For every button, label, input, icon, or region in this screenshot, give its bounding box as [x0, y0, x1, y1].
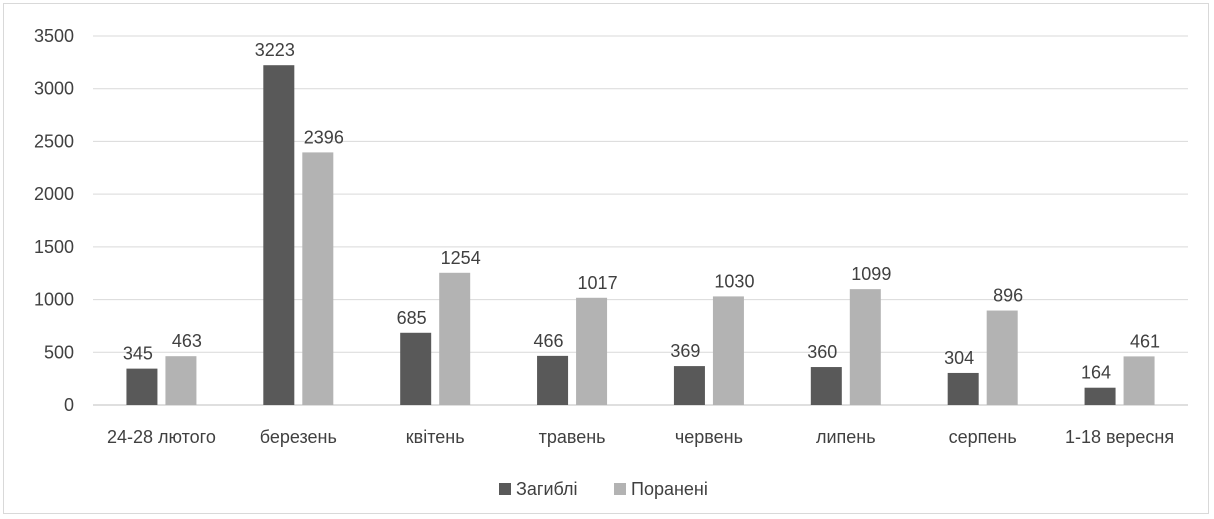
chart-frame: [3, 3, 1209, 514]
legend-label-zahybli: Загиблі: [516, 479, 578, 499]
data-labels: 345 463 3223 2396 685 1254 466 1017 369 1030 360 10…: [123, 40, 1160, 383]
x-tick-label: травень: [539, 427, 606, 447]
data-label: 1017: [578, 273, 618, 293]
x-tick-label: серпень: [949, 427, 1017, 447]
data-label: 1030: [714, 271, 754, 291]
x-tick-label: квітень: [406, 427, 465, 447]
x-tick-label: липень: [816, 427, 876, 447]
data-label: 345: [123, 344, 153, 364]
bar-zahybli: [947, 372, 979, 405]
x-tick-label: 1-18 вересня: [1065, 427, 1174, 447]
data-label: 360: [807, 342, 837, 362]
bar-poraneni: [712, 296, 744, 405]
y-tick-label: 1000: [34, 290, 74, 310]
data-label: 304: [944, 348, 974, 368]
y-tick-label: 1500: [34, 237, 74, 257]
bar-poraneni: [439, 272, 471, 405]
x-tick-label: 24-28 лютого: [107, 427, 216, 447]
bars: [126, 65, 1155, 406]
y-tick-label: 0: [64, 395, 74, 415]
bar-zahybli: [263, 65, 295, 406]
bar-poraneni: [576, 297, 608, 405]
x-tick-label: березень: [260, 427, 337, 447]
bar-zahybli: [810, 367, 842, 405]
legend: Загиблі Поранені: [499, 479, 708, 499]
y-tick-label: 500: [44, 342, 74, 362]
data-label: 461: [1130, 331, 1160, 351]
y-axis-tick-labels: 0 500 1000 1500 2000 2500 3000 3500: [34, 26, 74, 415]
bar-poraneni: [302, 152, 334, 405]
bar-poraneni: [849, 289, 881, 405]
data-label: 896: [993, 286, 1023, 306]
gridlines: [93, 35, 1188, 406]
bar-poraneni: [986, 310, 1018, 405]
data-label: 685: [397, 308, 427, 328]
y-tick-label: 2500: [34, 131, 74, 151]
data-label: 466: [534, 331, 564, 351]
x-tick-label: червень: [675, 427, 743, 447]
legend-label-poraneni: Поранені: [631, 479, 708, 499]
data-label: 164: [1081, 363, 1111, 383]
data-label: 463: [172, 331, 202, 351]
bar-zahybli: [1084, 387, 1116, 405]
data-label: 1254: [441, 248, 481, 268]
bar-zahybli: [126, 368, 158, 405]
data-label: 1099: [851, 264, 891, 284]
legend-swatch-zahybli: [499, 483, 511, 495]
x-axis-tick-labels: 24-28 лютого березень квітень травень червен…: [107, 427, 1174, 447]
bar-poraneni: [1123, 356, 1155, 405]
y-tick-label: 3000: [34, 79, 74, 99]
data-label: 369: [670, 341, 700, 361]
bar-poraneni: [165, 356, 197, 405]
legend-swatch-poraneni: [614, 483, 626, 495]
data-label: 2396: [304, 127, 344, 147]
y-tick-label: 3500: [34, 26, 74, 46]
bar-zahybli: [400, 332, 432, 405]
bar-zahybli: [537, 355, 569, 405]
bar-zahybli: [673, 366, 705, 405]
y-tick-label: 2000: [34, 184, 74, 204]
data-label: 3223: [255, 40, 295, 60]
